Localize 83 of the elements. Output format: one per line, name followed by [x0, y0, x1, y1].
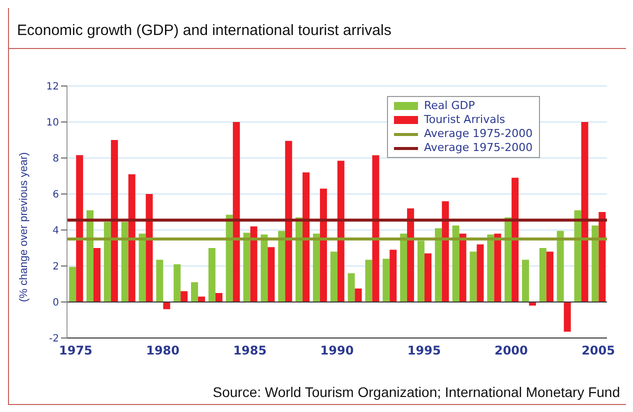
bar	[174, 264, 181, 302]
bar	[198, 296, 206, 302]
bar	[504, 217, 512, 302]
bar	[156, 260, 164, 302]
bar	[400, 234, 408, 302]
bar	[180, 291, 188, 302]
bar	[110, 140, 118, 302]
bar	[146, 194, 153, 302]
x-tick-label: 1995	[407, 344, 441, 358]
chart-title: Economic growth (GDP) and international tourist arrivals	[17, 22, 392, 39]
y-tick-label: 12	[46, 82, 59, 93]
bar	[76, 155, 84, 302]
y-axis-title: (% change over previous year)	[18, 152, 30, 302]
bar	[250, 226, 258, 302]
legend-label: Average 1975-2000	[423, 141, 533, 155]
bar	[337, 160, 344, 302]
x-tick-label: 1985	[233, 344, 267, 358]
bar	[232, 122, 240, 302]
bar	[296, 217, 303, 302]
bar	[407, 208, 414, 302]
x-tick-label: 1975	[59, 344, 92, 358]
bar	[452, 226, 460, 302]
bar	[208, 248, 216, 302]
bar	[442, 201, 449, 302]
bar	[459, 234, 466, 302]
y-tick-label: 0	[52, 298, 59, 309]
bar	[104, 222, 111, 302]
bar	[424, 253, 432, 302]
bar	[592, 226, 599, 302]
bar	[330, 252, 338, 302]
bar	[476, 244, 484, 302]
bar	[564, 302, 571, 332]
x-tick-label: 2000	[494, 344, 528, 358]
legend-label: Average 1975-2000	[423, 127, 533, 141]
y-tick-label: 10	[46, 118, 59, 129]
y-tick-label: 8	[52, 154, 59, 165]
bar	[128, 174, 136, 302]
x-tick-label: 1980	[146, 344, 180, 358]
bar	[285, 140, 292, 302]
bar	[581, 122, 588, 302]
bar	[372, 155, 380, 302]
bar	[494, 234, 502, 302]
bar	[522, 260, 529, 302]
bar	[546, 252, 554, 302]
bar	[354, 288, 362, 302]
bar	[348, 273, 355, 302]
bar	[121, 222, 128, 302]
legend-label: Tourist Arrivals	[423, 113, 506, 127]
y-tick-label: 6	[52, 190, 59, 201]
bar	[215, 293, 222, 302]
bar	[226, 214, 233, 302]
bar	[470, 252, 477, 302]
legend-label: Real GDP	[423, 99, 476, 113]
bar	[268, 247, 275, 302]
y-tick-label: -2	[49, 334, 59, 345]
bar	[487, 234, 494, 302]
bar	[434, 228, 442, 302]
bar	[417, 240, 424, 302]
bar	[539, 248, 546, 302]
bar	[556, 230, 564, 302]
bar	[382, 258, 390, 302]
y-tick-label: 2	[52, 262, 59, 273]
x-tick-label: 1990	[320, 344, 354, 358]
bar	[390, 250, 397, 302]
y-tick-label: 4	[52, 226, 59, 237]
bar	[312, 234, 320, 302]
bar	[94, 248, 101, 302]
bar	[69, 266, 76, 302]
bar	[278, 230, 286, 302]
bar	[260, 234, 268, 302]
bar	[243, 232, 250, 302]
bar	[86, 210, 94, 302]
bar	[574, 210, 582, 302]
bar	[138, 234, 146, 302]
bar	[512, 178, 519, 302]
bar	[191, 282, 198, 302]
source-note: Source: World Tourism Organization; International Monetary Fund	[212, 384, 620, 400]
x-tick-label: 2005	[582, 344, 615, 358]
bar	[598, 212, 606, 302]
bar	[320, 188, 327, 302]
bar	[302, 172, 310, 302]
bar	[163, 302, 170, 310]
bar	[365, 260, 372, 302]
